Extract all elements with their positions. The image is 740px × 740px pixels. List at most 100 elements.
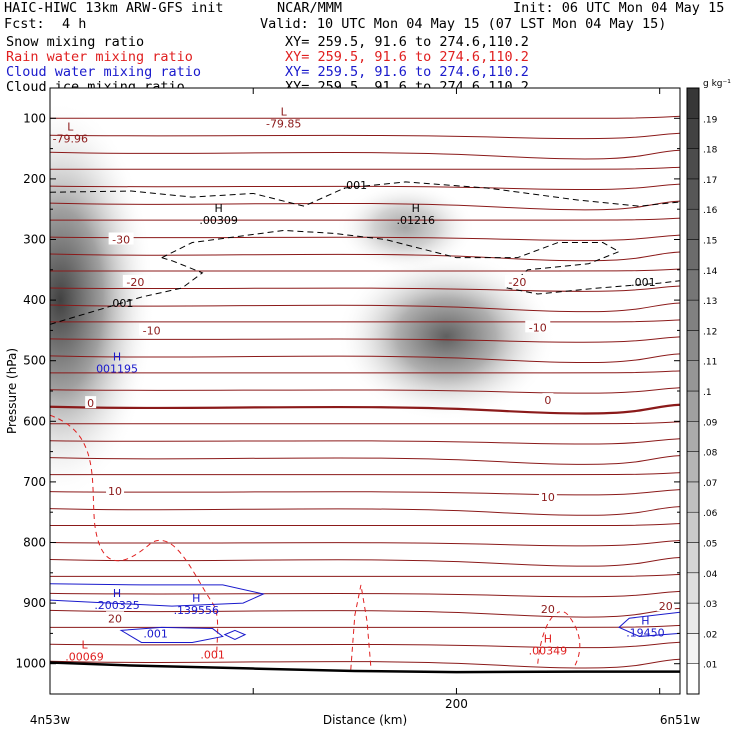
isotherm-line	[50, 387, 680, 394]
colorbar-frame	[686, 87, 700, 695]
contour-label: .001	[143, 627, 168, 640]
field-rain-xy: XY= 259.5, 91.6 to 274.6,110.2	[285, 49, 529, 65]
isotherm-label: -20	[508, 276, 526, 289]
field-cloudwater-xy: XY= 259.5, 91.6 to 274.6,110.2	[285, 64, 529, 80]
isotherm-line	[50, 268, 680, 272]
colorbar-label: .09	[703, 418, 718, 428]
extremum-value: 001195	[96, 363, 138, 376]
isotherm-label: 20	[659, 600, 673, 613]
cloud-ice-contour	[50, 257, 204, 325]
isotherm-line	[50, 302, 680, 313]
rain-water-contour	[50, 414, 219, 658]
isotherm-label: 10	[108, 485, 122, 498]
y-tick-label: 500	[23, 354, 46, 368]
y-tick-label: 300	[23, 233, 46, 247]
colorbar-cell	[686, 633, 700, 664]
cloud-water-contour	[119, 626, 224, 643]
extremum-value: -79.85	[266, 117, 301, 130]
isotherm-line	[50, 336, 680, 343]
extremum-value: .00309	[199, 214, 238, 227]
extremum-marker: L	[67, 120, 74, 133]
y-tick-label: 800	[23, 536, 46, 550]
colorbar-label: .19	[703, 115, 718, 125]
extremum-marker: L	[81, 639, 88, 652]
isotherm-line	[50, 183, 680, 191]
terrain-line	[50, 661, 680, 674]
colorbar-cell	[686, 542, 700, 574]
isotherm-line	[50, 115, 680, 119]
colorbar-cell	[686, 239, 700, 271]
colorbar-label: .18	[703, 146, 718, 156]
isotherm-label-bg	[108, 232, 134, 245]
field-rain-name: Rain water mixing ratio	[6, 49, 193, 65]
contour-label: .001	[200, 649, 225, 662]
y-tick-label: 600	[23, 414, 46, 428]
extremum-value: .00349	[529, 644, 568, 657]
isotherm-label: 10	[541, 491, 555, 504]
snow-shading	[336, 251, 557, 422]
y-tick-label: 700	[23, 475, 46, 489]
colorbar-cell	[686, 148, 700, 180]
colorbar-unit: g kg⁻¹	[703, 79, 731, 89]
contour-label: .001	[109, 297, 134, 310]
extremum-marker: H	[641, 614, 649, 627]
colorbar-cell	[686, 451, 700, 483]
x-end-label: 6n51w	[660, 713, 701, 727]
isotherm-label: -10	[529, 321, 547, 334]
cloud-water-contour	[618, 611, 680, 637]
isotherm-label-bg	[542, 393, 554, 406]
isotherm-label: -10	[143, 324, 161, 337]
isotherm-line	[50, 506, 680, 516]
isotherm-label-bg	[504, 274, 530, 287]
isotherm-line	[50, 658, 680, 669]
colorbar-label: .11	[703, 358, 717, 368]
isotherm-line	[50, 353, 680, 364]
contour-label: .001	[631, 276, 656, 289]
x-axis-label: Distance (km)	[323, 713, 407, 727]
extremum-marker: H	[215, 202, 223, 215]
isotherm-line	[50, 370, 680, 374]
extremum-value: .00069	[65, 651, 104, 664]
isotherm-line	[50, 573, 680, 577]
colorbar-cell	[686, 390, 700, 422]
x-tick-label: 200	[445, 697, 468, 711]
isotherm-line	[50, 234, 680, 241]
init-time: Init: 06 UTC Mon 04 May 15	[513, 0, 725, 16]
colorbar-label: .03	[703, 600, 717, 610]
colorbar-cell	[686, 663, 700, 695]
isotherm-label-bg	[139, 323, 165, 336]
y-tick-label: 100	[23, 111, 46, 125]
isotherm-label-bg	[85, 396, 97, 409]
extremum-marker: H	[192, 592, 200, 605]
forecast-value: 4 h	[62, 16, 87, 32]
isotherm-line	[50, 438, 680, 445]
valid-time: Valid: 10 UTC Mon 04 May 15 (07 LST Mon …	[260, 16, 667, 32]
colorbar-label: .15	[703, 237, 717, 247]
forecast-label: Fcst:	[4, 16, 45, 32]
colorbar-label: .08	[703, 449, 718, 459]
extremum-marker: H	[113, 351, 121, 364]
contour-label: .001	[343, 179, 368, 192]
cloud-water-contour	[50, 583, 265, 607]
isotherm-label-bg	[538, 602, 557, 615]
y-tick-label: 900	[23, 596, 46, 610]
field-snow-xy: XY= 259.5, 91.6 to 274.6,110.2	[285, 34, 529, 50]
isotherm-label: 20	[541, 603, 555, 616]
colorbar-label: .17	[703, 176, 717, 186]
colorbar-cell	[686, 118, 700, 149]
isotherm-line	[50, 489, 680, 496]
extremum-marker: H	[113, 587, 121, 600]
field-cloudwater-name: Cloud water mixing ratio	[6, 64, 202, 80]
colorbar-label: .16	[703, 206, 718, 216]
snow-shading	[335, 182, 476, 273]
extremum-value: .200325	[94, 599, 140, 612]
isotherm-line	[50, 132, 680, 140]
isotherm-label: -30	[112, 234, 130, 247]
extremum-value: .01216	[397, 214, 436, 227]
colorbar-label: .07	[703, 479, 717, 489]
rain-water-contour	[350, 584, 372, 670]
colorbar-label: .05	[703, 540, 717, 550]
colorbar-label: .12	[703, 327, 717, 337]
